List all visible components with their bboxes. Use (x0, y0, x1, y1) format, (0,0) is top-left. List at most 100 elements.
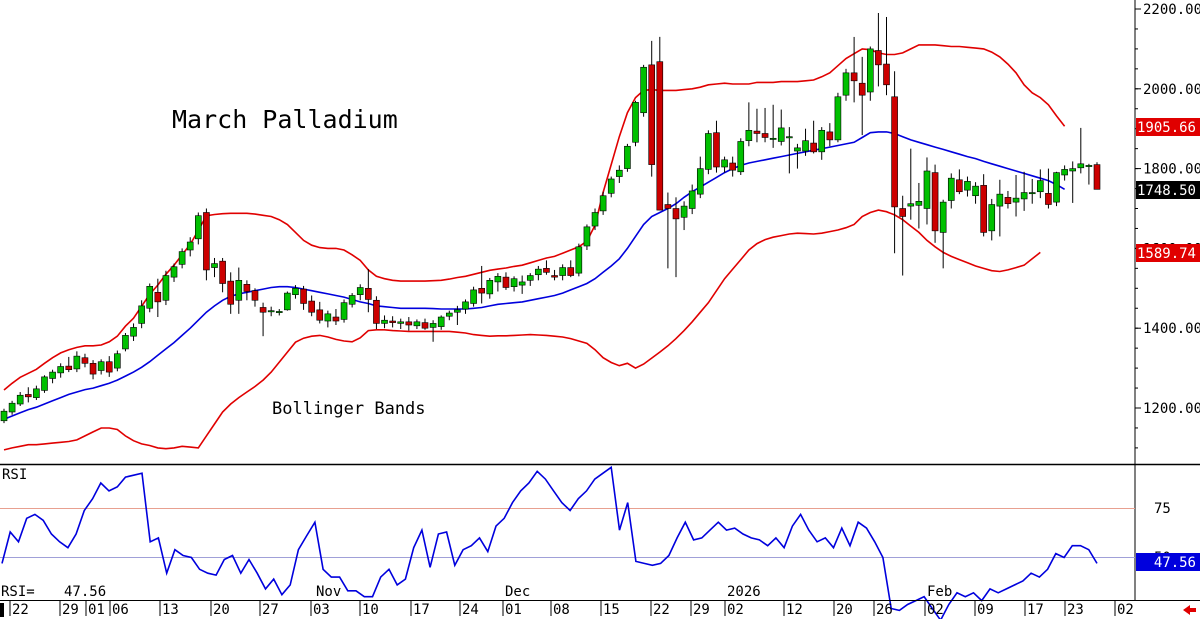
candle (616, 165, 623, 183)
date-labels: 22 29 01 06 13 20 27 03 10 17 24 01 08 15 22 29 02 12 20 26… (9, 600, 1134, 618)
candle (146, 283, 154, 313)
candle (567, 260, 575, 278)
candle (49, 369, 56, 384)
candle (445, 310, 453, 321)
rsi-panel: RSI 75 50 47.56 RSI= 47.56 (0, 465, 1200, 619)
candle (138, 300, 145, 329)
candle (235, 267, 243, 314)
candle (73, 351, 81, 373)
candle (583, 224, 591, 250)
scroll-left-arrow-icon[interactable] (1183, 605, 1196, 615)
candle (308, 295, 315, 317)
last-price-label: 1748.50 (1136, 181, 1200, 199)
candle (510, 276, 518, 292)
lower-band-label: 1589.74 (1136, 244, 1200, 262)
candle (1028, 178, 1036, 204)
candle (454, 305, 461, 326)
date-label: 20 (213, 602, 230, 618)
candle (373, 296, 380, 329)
candle (777, 109, 785, 146)
candle (365, 269, 372, 313)
candle (696, 156, 704, 199)
chart-title: March Palladium (172, 105, 398, 134)
candle (486, 277, 494, 299)
candle (518, 275, 526, 294)
candle (907, 148, 915, 220)
candle (753, 108, 761, 143)
candle (575, 243, 583, 277)
candle (462, 299, 469, 314)
candle (251, 288, 259, 307)
candle (105, 356, 113, 377)
candle (1061, 165, 1068, 181)
candle (761, 107, 769, 143)
candle (203, 208, 210, 281)
date-label: 23 (1067, 602, 1084, 618)
candle (1093, 162, 1101, 190)
candle (931, 164, 939, 243)
candle (89, 360, 97, 380)
candle (721, 156, 728, 173)
middle-band-line (3, 131, 1066, 420)
candle (964, 176, 971, 197)
date-label: 10 (362, 602, 379, 618)
candle (0, 408, 8, 424)
date-label: 17 (1027, 602, 1044, 618)
candle (1012, 174, 1020, 217)
candle (956, 169, 963, 195)
candle (478, 265, 485, 304)
candle (737, 138, 745, 175)
candle (381, 315, 388, 329)
candle (502, 272, 510, 290)
candle (324, 310, 332, 328)
date-label: 29 (62, 602, 79, 618)
scroll-start-marker[interactable] (0, 603, 4, 617)
rsi-value-label: 47.56 (1136, 553, 1200, 571)
candle (972, 182, 979, 204)
candlesticks (0, 12, 1101, 424)
candle (923, 157, 931, 225)
candle (130, 323, 137, 341)
last-price-value: 1748.50 (1137, 183, 1196, 199)
candle (33, 385, 40, 401)
candle (713, 120, 720, 173)
date-label: 06 (112, 602, 129, 618)
candle (16, 392, 24, 407)
candle (24, 387, 32, 403)
candle (195, 212, 202, 245)
candle (1020, 171, 1028, 211)
candle (348, 293, 356, 308)
candle (624, 143, 631, 172)
price-tick-label: 2000.00 (1143, 82, 1200, 98)
candle (810, 120, 817, 154)
month-label: Nov (316, 584, 341, 600)
price-tick-label: 1400.00 (1143, 321, 1200, 337)
candle (405, 317, 413, 331)
candle (745, 102, 753, 147)
upper-band-value: 1905.66 (1137, 120, 1196, 136)
candle (219, 257, 226, 293)
candle (494, 273, 502, 292)
rsi-readout-label: RSI= (1, 584, 35, 600)
candle (154, 278, 162, 318)
candle (705, 130, 712, 175)
date-label: 15 (603, 602, 620, 618)
date-label: 22 (653, 602, 670, 618)
candle (227, 272, 234, 314)
candle (875, 12, 882, 87)
candle (891, 71, 898, 254)
candle (1085, 163, 1093, 185)
candle (170, 263, 178, 282)
candle (899, 195, 906, 276)
candle (292, 285, 299, 299)
candle (413, 319, 421, 329)
rsi-line (1, 465, 1098, 619)
date-label: 29 (693, 602, 710, 618)
candle (340, 299, 348, 323)
candle (65, 356, 73, 373)
candle (429, 320, 437, 342)
month-label: Dec (505, 584, 530, 600)
candle (122, 332, 129, 352)
candle (186, 237, 194, 257)
